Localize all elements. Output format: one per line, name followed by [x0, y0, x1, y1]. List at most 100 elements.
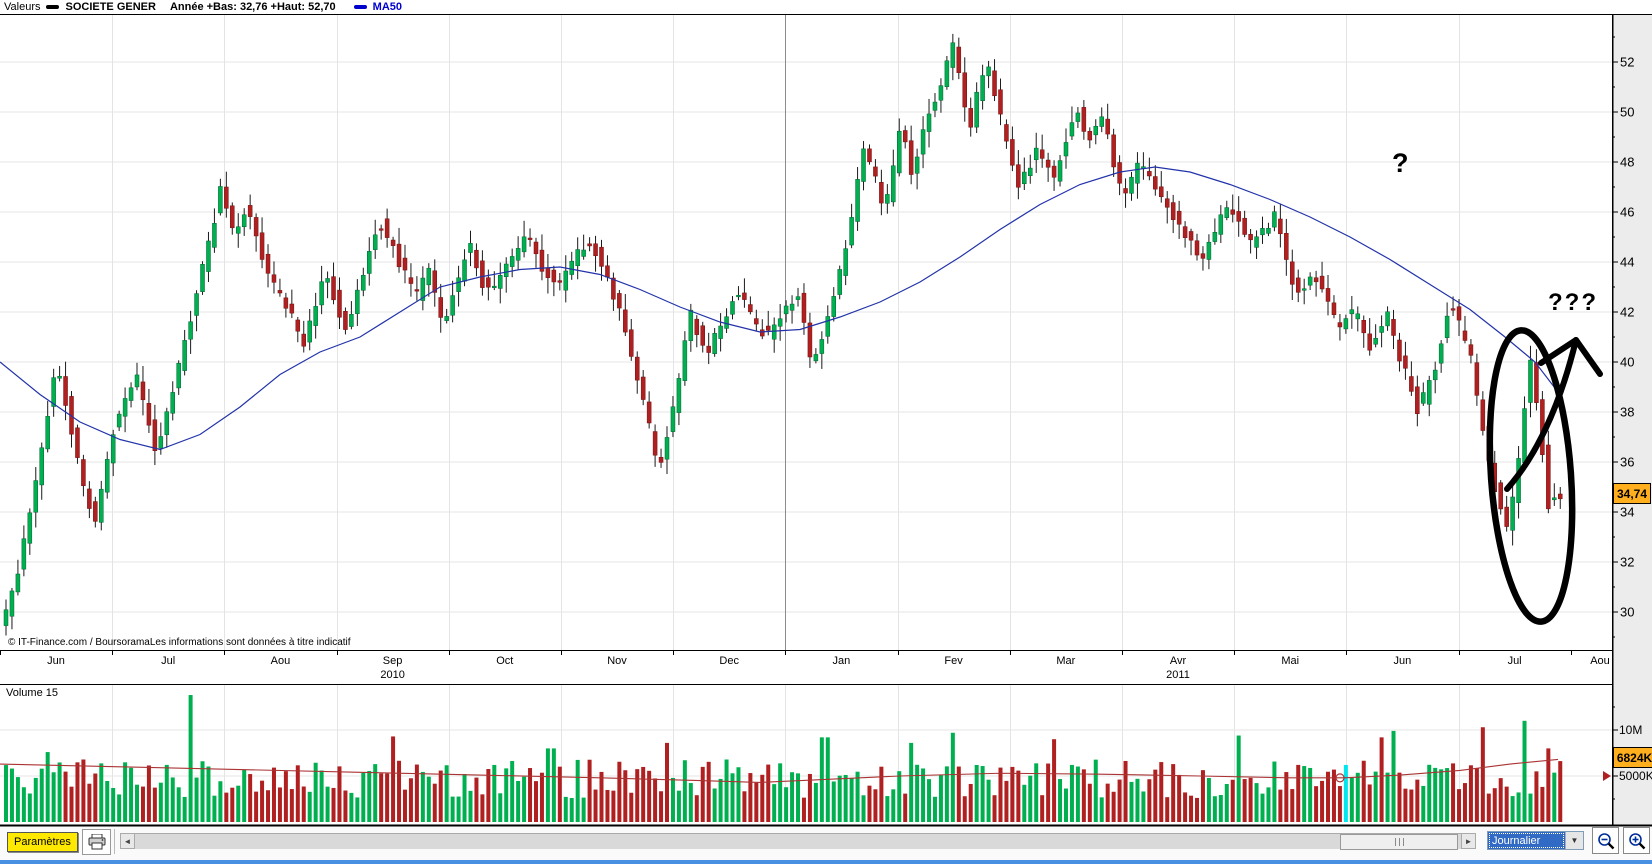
candle-body: [902, 130, 908, 143]
volume-tick-label: 5000K: [1619, 769, 1652, 783]
candle-body: [9, 590, 15, 617]
volume-bar: [1069, 764, 1074, 822]
candle-body: [950, 42, 956, 68]
candle-body: [1504, 506, 1509, 527]
scrollbar-right-arrow[interactable]: ►: [1461, 833, 1476, 849]
parametres-button[interactable]: Paramètres: [7, 832, 78, 852]
candle-body: [521, 236, 527, 253]
volume-bar: [1147, 779, 1152, 822]
candle-body: [343, 311, 348, 330]
horizontal-scrollbar[interactable]: ◄ ►: [120, 833, 1477, 850]
candle-body: [652, 431, 658, 456]
volume-bar: [861, 795, 866, 822]
candle-body: [116, 413, 122, 428]
candle-body: [99, 488, 104, 523]
volume-bar: [1427, 764, 1432, 822]
scrollbar-left-arrow[interactable]: ◄: [120, 833, 135, 849]
volume-bar: [1177, 774, 1182, 822]
volume-bar: [1153, 769, 1158, 822]
volume-bar: [391, 736, 396, 822]
candle-body: [57, 375, 62, 379]
volume-bar: [266, 790, 271, 822]
period-dropdown[interactable]: Journalier ▼: [1487, 831, 1584, 850]
candle-body: [1147, 171, 1152, 177]
volume-bar: [182, 796, 187, 822]
chevron-down-icon[interactable]: ▼: [1565, 832, 1583, 849]
volume-bar: [146, 765, 151, 822]
volume-bar: [676, 790, 681, 822]
candle-body: [533, 241, 539, 255]
candle-body: [480, 260, 485, 288]
candle-body: [1010, 139, 1015, 166]
candle-body: [1421, 392, 1426, 404]
volume-bar: [635, 769, 640, 822]
volume-bar: [289, 789, 294, 822]
volume-bar: [736, 767, 741, 822]
volume-bar: [1474, 768, 1479, 822]
candle-body: [1534, 362, 1539, 403]
scrollbar-track[interactable]: [135, 833, 1461, 850]
volume-bar: [51, 772, 56, 822]
candle-body: [813, 354, 819, 362]
candle-body: [926, 113, 932, 132]
candle-body: [1367, 333, 1372, 351]
candle-body: [1337, 322, 1343, 328]
candle-body: [283, 297, 289, 309]
candle-body: [908, 140, 914, 175]
volume-bar: [379, 773, 384, 822]
zoom-out-button[interactable]: [1592, 827, 1619, 854]
volume-bar: [117, 794, 122, 822]
candle-body: [361, 274, 366, 291]
volume-bar: [569, 798, 574, 822]
volume-bar: [15, 777, 20, 822]
candle-body: [795, 296, 801, 300]
volume-bar: [1433, 767, 1438, 822]
volume-panel-label: Volume 15: [6, 687, 58, 699]
volume-bar: [21, 787, 26, 822]
volume-bar: [980, 766, 985, 822]
volume-bar: [313, 762, 318, 822]
candle-body: [456, 277, 461, 292]
volume-bar: [242, 769, 247, 822]
candle-body: [664, 437, 670, 460]
candle-body: [301, 333, 306, 347]
volume-bar: [1195, 797, 1199, 822]
volume-bar: [796, 773, 801, 822]
print-button[interactable]: [82, 829, 111, 855]
candle-body: [1278, 218, 1283, 235]
volume-bar: [438, 770, 443, 822]
annotation-ellipse: [1486, 327, 1576, 625]
volume-bar: [81, 759, 86, 822]
candle-body: [694, 318, 700, 335]
volume-bar: [39, 768, 44, 822]
candle-body: [634, 356, 640, 381]
scrollbar-thumb[interactable]: [1340, 834, 1458, 850]
zoom-in-button[interactable]: [1623, 827, 1650, 854]
candle-body: [1325, 288, 1331, 302]
candle-body: [1468, 344, 1474, 356]
candle-body: [849, 217, 854, 246]
candle-body: [551, 269, 557, 283]
month-label: Aou: [271, 655, 291, 667]
candle-body: [224, 186, 229, 209]
candle-body: [396, 243, 402, 268]
candle-body: [1462, 330, 1468, 341]
candle-body: [771, 324, 777, 340]
candle-body: [51, 377, 56, 407]
volume-bar: [992, 795, 997, 822]
candle-body: [1236, 211, 1241, 222]
candle-body: [920, 129, 926, 155]
volume-bar: [1099, 797, 1104, 822]
candle-body: [444, 316, 449, 321]
candle-body: [164, 411, 170, 436]
candle-body: [1480, 399, 1486, 431]
candle-body: [265, 253, 271, 274]
volume-bar: [1361, 760, 1366, 822]
candle-body: [712, 333, 717, 354]
volume-bar: [414, 764, 419, 822]
volume-bar: [807, 773, 812, 822]
volume-bar: [1451, 763, 1456, 822]
candle-body: [253, 217, 259, 237]
current-volume-flag: 6824K: [1613, 747, 1652, 768]
volume-bar: [492, 764, 497, 822]
